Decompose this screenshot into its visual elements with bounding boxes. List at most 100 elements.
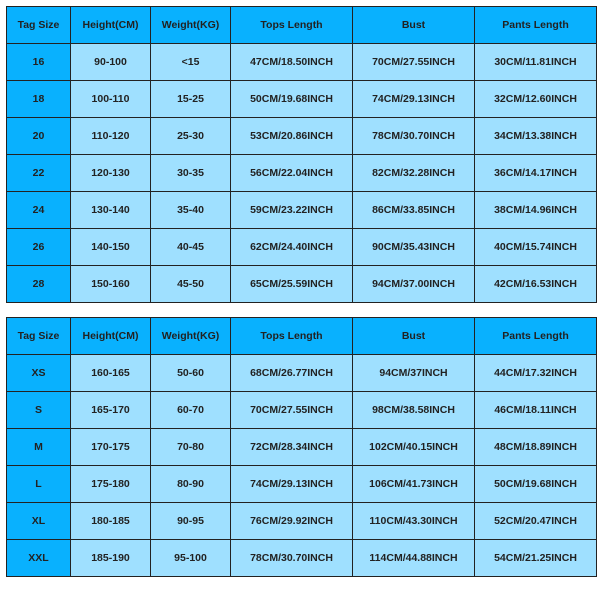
cell: 15-25 (151, 81, 231, 118)
cell: 150-160 (71, 266, 151, 303)
cell: 70CM/27.55INCH (231, 392, 353, 429)
header-row: Tag Size Height(CM) Weight(KG) Tops Leng… (7, 318, 597, 355)
cell: 52CM/20.47INCH (475, 503, 597, 540)
table-row: 28150-16045-5065CM/25.59INCH94CM/37.00IN… (7, 266, 597, 303)
cell: 86CM/33.85INCH (353, 192, 475, 229)
size-table-kids: Tag Size Height(CM) Weight(KG) Tops Leng… (6, 6, 597, 303)
cell: 110CM/43.30INCH (353, 503, 475, 540)
cell: 24 (7, 192, 71, 229)
table-row: 22120-13030-3556CM/22.04INCH82CM/32.28IN… (7, 155, 597, 192)
cell: 94CM/37.00INCH (353, 266, 475, 303)
cell: 30CM/11.81INCH (475, 44, 597, 81)
col-tops-length: Tops Length (231, 318, 353, 355)
cell: 70CM/27.55INCH (353, 44, 475, 81)
cell: 106CM/41.73INCH (353, 466, 475, 503)
cell: 32CM/12.60INCH (475, 81, 597, 118)
cell: 56CM/22.04INCH (231, 155, 353, 192)
cell: 50CM/19.68INCH (475, 466, 597, 503)
cell: 102CM/40.15INCH (353, 429, 475, 466)
col-pants-length: Pants Length (475, 7, 597, 44)
cell: 44CM/17.32INCH (475, 355, 597, 392)
col-height: Height(CM) (71, 7, 151, 44)
cell: XL (7, 503, 71, 540)
cell: 78CM/30.70INCH (353, 118, 475, 155)
col-weight: Weight(KG) (151, 318, 231, 355)
col-tag-size: Tag Size (7, 7, 71, 44)
cell: 74CM/29.13INCH (353, 81, 475, 118)
cell: 60-70 (151, 392, 231, 429)
col-bust: Bust (353, 318, 475, 355)
cell: 160-165 (71, 355, 151, 392)
cell: XS (7, 355, 71, 392)
size-table-adult: Tag Size Height(CM) Weight(KG) Tops Leng… (6, 317, 597, 577)
cell: 90CM/35.43INCH (353, 229, 475, 266)
cell: 42CM/16.53INCH (475, 266, 597, 303)
table-row: XXL185-19095-10078CM/30.70INCH114CM/44.8… (7, 540, 597, 577)
table-gap (6, 303, 594, 317)
cell: 59CM/23.22INCH (231, 192, 353, 229)
table-row: XL180-18590-9576CM/29.92INCH110CM/43.30I… (7, 503, 597, 540)
cell: 46CM/18.11INCH (475, 392, 597, 429)
cell: 25-30 (151, 118, 231, 155)
cell: 47CM/18.50INCH (231, 44, 353, 81)
cell: 30-35 (151, 155, 231, 192)
table-row: L175-18080-9074CM/29.13INCH106CM/41.73IN… (7, 466, 597, 503)
cell: 170-175 (71, 429, 151, 466)
cell: L (7, 466, 71, 503)
cell: XXL (7, 540, 71, 577)
col-weight: Weight(KG) (151, 7, 231, 44)
col-bust: Bust (353, 7, 475, 44)
cell: 40-45 (151, 229, 231, 266)
cell: 120-130 (71, 155, 151, 192)
cell: 62CM/24.40INCH (231, 229, 353, 266)
cell: 165-170 (71, 392, 151, 429)
cell: 82CM/32.28INCH (353, 155, 475, 192)
cell: 48CM/18.89INCH (475, 429, 597, 466)
cell: 22 (7, 155, 71, 192)
cell: 98CM/38.58INCH (353, 392, 475, 429)
table-row: 1690-100<1547CM/18.50INCH70CM/27.55INCH3… (7, 44, 597, 81)
cell: 50CM/19.68INCH (231, 81, 353, 118)
cell: 18 (7, 81, 71, 118)
cell: 50-60 (151, 355, 231, 392)
cell: 140-150 (71, 229, 151, 266)
cell: 70-80 (151, 429, 231, 466)
cell: 94CM/37INCH (353, 355, 475, 392)
table-row: 18100-11015-2550CM/19.68INCH74CM/29.13IN… (7, 81, 597, 118)
cell: S (7, 392, 71, 429)
cell: 28 (7, 266, 71, 303)
header-row: Tag Size Height(CM) Weight(KG) Tops Leng… (7, 7, 597, 44)
col-pants-length: Pants Length (475, 318, 597, 355)
cell: 76CM/29.92INCH (231, 503, 353, 540)
table-row: 20110-12025-3053CM/20.86INCH78CM/30.70IN… (7, 118, 597, 155)
table-row: 26140-15040-4562CM/24.40INCH90CM/35.43IN… (7, 229, 597, 266)
cell: 53CM/20.86INCH (231, 118, 353, 155)
col-tag-size: Tag Size (7, 318, 71, 355)
cell: 72CM/28.34INCH (231, 429, 353, 466)
cell: 65CM/25.59INCH (231, 266, 353, 303)
cell: 95-100 (151, 540, 231, 577)
cell: 35-40 (151, 192, 231, 229)
col-tops-length: Tops Length (231, 7, 353, 44)
table-row: 24130-14035-4059CM/23.22INCH86CM/33.85IN… (7, 192, 597, 229)
table-row: XS160-16550-6068CM/26.77INCH94CM/37INCH4… (7, 355, 597, 392)
cell: 45-50 (151, 266, 231, 303)
cell: 16 (7, 44, 71, 81)
cell: M (7, 429, 71, 466)
cell: 80-90 (151, 466, 231, 503)
cell: 34CM/13.38INCH (475, 118, 597, 155)
cell: 100-110 (71, 81, 151, 118)
cell: 36CM/14.17INCH (475, 155, 597, 192)
table-row: M170-17570-8072CM/28.34INCH102CM/40.15IN… (7, 429, 597, 466)
col-height: Height(CM) (71, 318, 151, 355)
cell: 185-190 (71, 540, 151, 577)
cell: 54CM/21.25INCH (475, 540, 597, 577)
cell: 20 (7, 118, 71, 155)
cell: 110-120 (71, 118, 151, 155)
cell: 38CM/14.96INCH (475, 192, 597, 229)
cell: 74CM/29.13INCH (231, 466, 353, 503)
cell: 130-140 (71, 192, 151, 229)
cell: 68CM/26.77INCH (231, 355, 353, 392)
cell: 90-100 (71, 44, 151, 81)
cell: <15 (151, 44, 231, 81)
